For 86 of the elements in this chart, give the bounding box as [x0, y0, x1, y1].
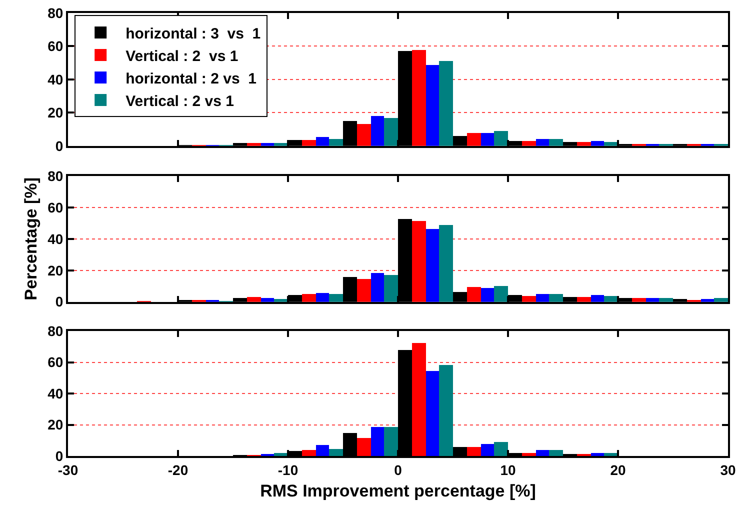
bar	[247, 297, 261, 302]
bar	[384, 275, 398, 302]
legend-label: Vertical : 2 vs 1	[126, 48, 238, 65]
y-tick-label: 0	[55, 294, 64, 310]
bar	[591, 295, 604, 302]
bar	[536, 294, 549, 302]
y-tick-label: 60	[48, 199, 64, 216]
bar	[549, 450, 563, 456]
bar	[549, 139, 563, 146]
x-tick-label: 30	[720, 462, 736, 478]
y-tick-label: 40	[48, 230, 64, 247]
bar	[371, 273, 384, 302]
bar	[412, 50, 426, 146]
y-tick-label: 60	[48, 38, 64, 54]
bar	[302, 140, 316, 146]
y-tick-label: 80	[48, 168, 64, 184]
bar	[481, 288, 494, 302]
y-axis-title: Percentage [%]	[22, 178, 41, 300]
legend-label: horizontal : 2 vs 1	[126, 70, 256, 88]
y-tick-label: 40	[48, 71, 64, 88]
x-tick-label: -30	[58, 462, 78, 478]
bar	[577, 142, 591, 146]
bar	[481, 444, 494, 456]
y-tick-label: 40	[48, 385, 64, 402]
bar	[494, 442, 508, 456]
y-tick-label: 80	[48, 322, 64, 339]
bar	[412, 221, 426, 302]
legend-label: horizontal : 3 vs 1	[126, 25, 261, 42]
legend-label: Vertical : 2 vs 1	[126, 92, 234, 110]
bar	[357, 279, 371, 302]
bar	[384, 427, 398, 456]
bar	[494, 131, 508, 146]
bar	[261, 298, 274, 302]
bar	[274, 453, 288, 456]
bar	[439, 225, 453, 302]
x-tick-label: 10	[500, 462, 516, 478]
bar	[371, 116, 384, 146]
x-axis-title: RMS Improvement percentage [%]	[260, 482, 536, 501]
bar	[426, 65, 439, 146]
bar	[426, 229, 439, 302]
y-tick-label: 60	[48, 354, 64, 370]
bar	[439, 365, 453, 456]
x-tick-label: 20	[610, 462, 626, 478]
x-tick-label: -20	[168, 462, 188, 478]
bar	[536, 450, 549, 456]
y-tick-label: 80	[48, 4, 64, 21]
x-tick-label: 0	[394, 462, 402, 478]
bar	[316, 137, 329, 146]
bar	[481, 133, 494, 146]
x-tick-label: -10	[278, 462, 298, 478]
bar	[412, 343, 426, 456]
bar	[357, 438, 371, 456]
bar	[439, 61, 453, 146]
bar	[329, 294, 343, 302]
bar	[591, 453, 604, 456]
bar	[632, 298, 646, 302]
bar	[467, 447, 481, 456]
bar	[467, 287, 481, 302]
bar	[604, 453, 618, 456]
y-tick-label: 0	[55, 138, 64, 154]
bar	[714, 298, 728, 302]
bar	[522, 453, 536, 456]
bar	[494, 286, 508, 302]
y-tick-label: 0	[55, 448, 64, 464]
bar	[329, 449, 343, 456]
bar	[536, 139, 549, 146]
bar	[467, 133, 481, 146]
y-tick-label: 20	[48, 104, 64, 121]
y-tick-label: 20	[48, 262, 64, 278]
bar	[316, 293, 329, 302]
bar	[659, 298, 673, 302]
y-tick-label: 20	[48, 416, 64, 433]
bar	[522, 296, 536, 302]
bar	[426, 371, 439, 456]
bar	[302, 294, 316, 302]
bar	[384, 118, 398, 146]
bar	[549, 294, 563, 302]
bar	[591, 141, 604, 146]
bar	[577, 297, 591, 302]
bar	[302, 450, 316, 456]
bar	[357, 124, 371, 146]
bar	[316, 445, 329, 456]
bar	[522, 141, 536, 146]
bar	[371, 427, 384, 456]
bar	[646, 298, 659, 302]
bar	[329, 139, 343, 146]
